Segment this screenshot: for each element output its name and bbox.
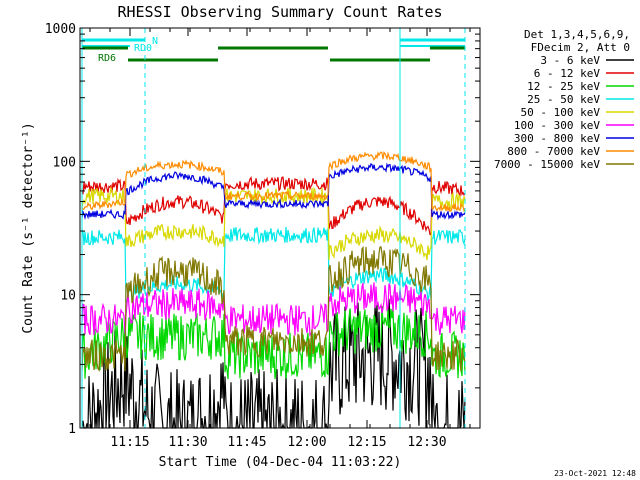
legend-entry-label: 800 - 7000 keV [507,145,600,158]
series-line [81,245,466,373]
y-tick-label: 10 [60,289,76,304]
series-line [81,175,466,236]
legend-entry-label: 100 - 300 keV [514,119,600,132]
legend-header: Det 1,3,4,5,6,9, [524,28,630,41]
series-line [81,227,466,304]
flag-label: RD0 [134,43,152,54]
plot-frame [79,27,481,429]
y-axis-label: Count Rate (s⁻¹ detector⁻¹) [21,122,36,333]
x-tick-label: 12:00 [287,435,326,450]
series-line [81,162,466,221]
legend-entry-label: 50 - 100 keV [521,106,601,119]
axes-layer: 11:15 11:30 11:45 12:00 12:15 12:30 1 10 100 1000 [45,22,480,450]
x-axis-label: Start Time (04-Dec-04 11:03:22) [159,455,402,470]
legend-entry-label: 7000 - 15000 keV [494,158,600,171]
series-line [81,305,466,380]
y-tick-label: 1000 [45,22,76,37]
x-tick-label: 11:15 [110,435,149,450]
chart-title: RHESSI Observing Summary Count Rates [117,3,442,21]
x-tick-label: 12:30 [407,435,446,450]
x-tick-label: 12:15 [347,435,386,450]
series-line [81,185,466,261]
legend-header: FDecim 2, Att 0 [531,41,630,54]
legend-entry-label: 12 - 25 keV [527,80,600,93]
x-tick-label: 11:30 [168,435,207,450]
series-line [81,150,466,213]
footer-date: 23-Oct-2021 12:48 [554,469,636,478]
series-line [81,298,466,430]
legend-entry-label: 25 - 50 keV [527,93,600,106]
legend-entry-label: 3 - 6 keV [540,54,600,67]
y-tick-label: 100 [53,155,76,170]
legend-entry-label: 6 - 12 keV [534,67,601,80]
attenuator-lines [81,28,466,428]
flag-label: RD6 [98,53,116,64]
y-tick-label: 1 [68,422,76,437]
legend: Det 1,3,4,5,6,9,FDecim 2, Att 03 - 6 keV… [494,28,634,171]
series-line [81,282,466,338]
legend-entry-label: 300 - 800 keV [514,132,600,145]
series-layer [81,150,466,430]
x-tick-label: 11:45 [227,435,266,450]
flag-label: N [152,36,158,47]
